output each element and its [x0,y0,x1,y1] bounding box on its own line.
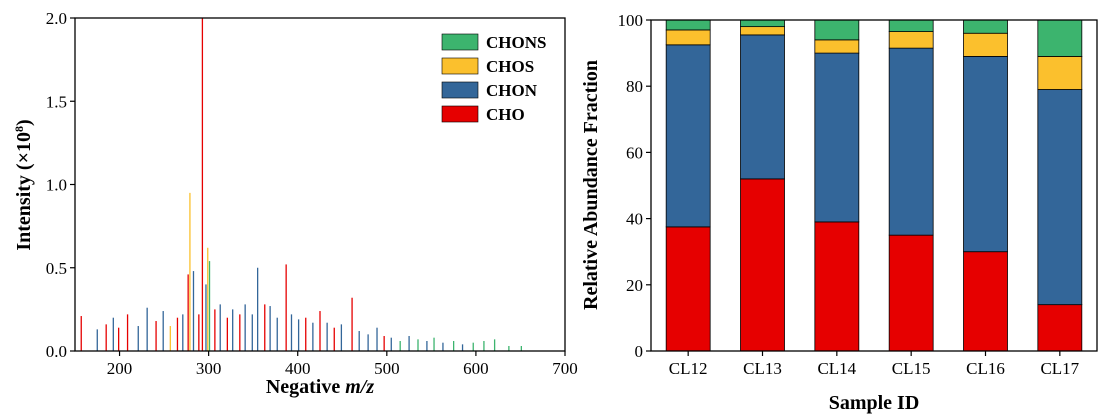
stacked-y-ticks: 0 20 40 60 80 100 [618,11,651,361]
bar-segment-chons [814,19,860,41]
spectrum-y-tick-label: 1.5 [46,92,67,111]
legend-label-chons: CHONS [486,33,546,52]
spectrum-x-tick-label: 200 [107,359,133,378]
spectrum-x-tick-label: 400 [285,359,311,378]
spectrum-y-axis-label: Intensity (×108) [12,119,35,250]
bar-segment-cho [740,178,785,352]
stacked-x-tick-label: CL12 [669,359,708,378]
stacked-x-tick-label: CL16 [966,359,1005,378]
spectrum-peaks [80,18,522,351]
legend-swatch-chos [441,57,479,75]
stacked-x-tick-label: CL17 [1040,359,1079,378]
stacked-y-tick-label: 100 [618,11,644,30]
spectrum-y-ticks: 0.0 0.5 1.0 1.5 2.0 [46,9,75,361]
stacked-x-ticks: CL12 CL13 CL14 CL15 CL16 CL17 [669,351,1080,378]
bar-segment-chon [740,34,785,180]
stacked-bar-chart: CL12 CL13 CL14 CL15 CL16 CL17 0 20 40 60 80 100 Sa… [580,11,1098,414]
spectrum-y-tick-label: 2.0 [46,9,67,28]
stacked-y-axis-label: Relative Abundance Fraction [580,60,602,310]
stacked-y-tick-label: 20 [626,276,643,295]
bar-segment-chos [963,32,1008,57]
stacked-x-axis-label: Sample ID [829,392,920,414]
bar-segment-cho [963,251,1008,352]
stacked-plot-frame [650,19,1098,352]
spectrum-x-tick-label: 700 [552,359,578,378]
spectrum-x-tick-label: 300 [196,359,222,378]
bar-segment-chos [888,31,934,49]
stacked-x-tick-label: CL13 [743,359,782,378]
stacked-y-tick-label: 40 [626,210,643,229]
stacked-x-tick-label: CL15 [892,359,931,378]
legend-swatch-chons [441,33,479,51]
legend-swatch-chon [441,81,479,99]
bar-segment-cho [888,234,934,352]
bar-segment-chon [665,44,711,228]
legend-label-cho: CHO [486,105,525,124]
bar-segment-cho [814,221,860,352]
stacked-y-tick-label: 80 [626,77,643,96]
bar-segment-chons [1037,19,1083,57]
bar-segment-chon [888,47,934,236]
mass-spectrum-chart: 200 300 400 500 600 700 0.0 0.5 1.0 1.5 2.0 Negat… [12,9,578,398]
stacked-y-tick-label: 60 [626,143,643,162]
bar-segment-chon [1037,89,1083,306]
spectrum-y-tick-label: 1.0 [46,176,67,195]
spectrum-y-tick-label: 0.0 [46,342,67,361]
bar-segment-chons [665,19,711,31]
spectrum-legend: CHONS CHOS CHON CHO [441,33,546,124]
bar-segment-chons [888,19,934,32]
stacked-x-tick-label: CL14 [817,359,856,378]
bar-segment-chos [665,29,711,46]
bar-segment-chon [963,56,1008,253]
spectrum-x-axis-label: Negative m/z [266,376,375,398]
bar-segment-chos [1037,56,1083,90]
spectrum-x-tick-label: 600 [463,359,489,378]
bar-segment-cho [1037,304,1083,352]
bar-segment-chos [740,26,785,36]
bar-segment-chons [740,19,785,28]
bar-segment-chon [814,52,860,223]
bar-segment-chons [963,19,1008,34]
legend-label-chos: CHOS [486,57,534,76]
bar-segment-chos [814,39,860,54]
legend-label-chon: CHON [486,81,538,100]
spectrum-x-tick-label: 500 [374,359,400,378]
stacked-bars [665,19,1083,352]
stacked-y-tick-label: 0 [635,342,644,361]
spectrum-y-tick-label: 0.5 [46,259,67,278]
bar-segment-cho [665,226,711,352]
legend-swatch-cho [441,105,479,123]
spectrum-x-ticks: 200 300 400 500 600 700 [107,351,578,378]
